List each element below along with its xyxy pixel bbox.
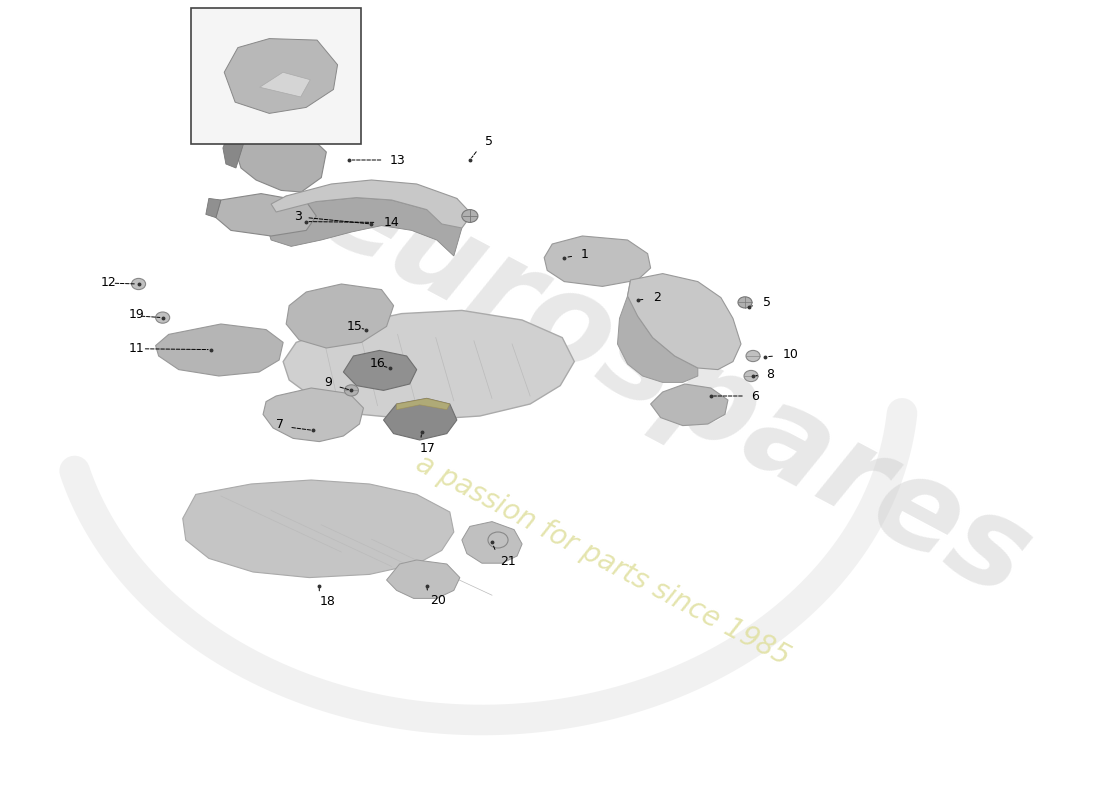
Circle shape	[746, 350, 760, 362]
Text: 8: 8	[766, 368, 774, 381]
Polygon shape	[617, 280, 697, 382]
Text: 14: 14	[384, 216, 399, 229]
Polygon shape	[224, 38, 338, 114]
Polygon shape	[650, 384, 728, 426]
Circle shape	[744, 370, 758, 382]
Text: 2: 2	[652, 291, 660, 304]
Text: 11: 11	[129, 342, 144, 354]
Text: 12: 12	[100, 276, 117, 289]
Polygon shape	[155, 324, 283, 376]
Polygon shape	[271, 180, 472, 228]
Text: 18: 18	[319, 595, 336, 608]
Circle shape	[132, 278, 145, 290]
Circle shape	[738, 297, 752, 308]
Polygon shape	[263, 388, 363, 442]
Polygon shape	[397, 398, 450, 410]
Bar	[190, 8, 362, 144]
Text: 19: 19	[129, 308, 144, 321]
Text: 5: 5	[485, 135, 493, 148]
Circle shape	[462, 210, 477, 222]
Text: 6: 6	[751, 390, 759, 402]
Circle shape	[344, 385, 359, 396]
Text: 21: 21	[500, 555, 516, 568]
Polygon shape	[386, 560, 460, 598]
Polygon shape	[286, 284, 394, 348]
Polygon shape	[183, 480, 454, 578]
Polygon shape	[260, 72, 310, 97]
Polygon shape	[216, 194, 317, 236]
Text: 13: 13	[389, 154, 405, 166]
Text: 5: 5	[763, 296, 771, 309]
Text: 10: 10	[783, 348, 799, 361]
Polygon shape	[343, 350, 417, 390]
Text: a passion for parts since 1985: a passion for parts since 1985	[410, 449, 794, 671]
Polygon shape	[236, 132, 327, 192]
Text: 9: 9	[324, 376, 332, 389]
Text: 20: 20	[430, 594, 446, 606]
Text: 17: 17	[420, 442, 436, 454]
Text: 3: 3	[294, 210, 302, 222]
Text: eurospares: eurospares	[296, 145, 1050, 623]
Polygon shape	[627, 274, 741, 370]
Text: 7: 7	[276, 418, 284, 430]
Polygon shape	[223, 132, 246, 168]
Circle shape	[155, 312, 169, 323]
Polygon shape	[462, 522, 522, 563]
Polygon shape	[266, 196, 462, 256]
Text: 16: 16	[370, 358, 385, 370]
Polygon shape	[384, 398, 456, 440]
Polygon shape	[283, 310, 574, 420]
Text: 15: 15	[346, 320, 362, 333]
Polygon shape	[206, 198, 221, 218]
Polygon shape	[544, 236, 650, 286]
Text: 1: 1	[581, 248, 589, 261]
